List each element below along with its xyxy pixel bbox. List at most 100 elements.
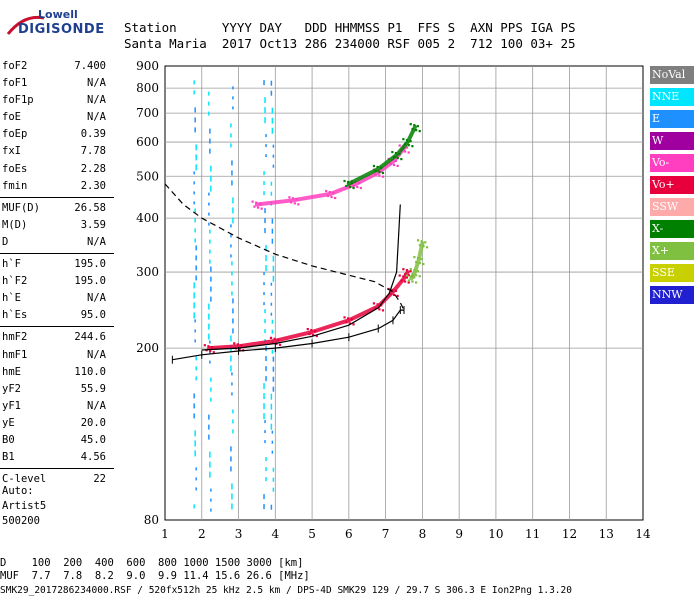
trace-point xyxy=(396,164,399,168)
legend-item: SSE xyxy=(650,264,694,282)
x-tick-label: 6 xyxy=(345,527,353,541)
noise-point xyxy=(270,181,273,186)
param-value: 4.56 xyxy=(80,451,106,464)
x-tick-label: 12 xyxy=(562,527,577,541)
parameter-list: foF2 7.400 foF1 N/A foF1p N/A foE N/A foEp 0.39 fx… xyxy=(0,58,114,488)
param-row: h`E N/A xyxy=(0,290,114,307)
trace-point xyxy=(348,185,352,189)
noise-point xyxy=(195,366,197,371)
noise-point xyxy=(263,494,265,500)
trace-point xyxy=(396,294,399,298)
noise-point xyxy=(263,272,265,276)
noise-point xyxy=(270,80,273,86)
param-row: foF2 7.400 xyxy=(0,58,114,75)
noise-point xyxy=(208,111,210,116)
x-tick-label: 4 xyxy=(271,527,279,541)
noise-point xyxy=(231,281,233,286)
noise-point xyxy=(195,487,197,491)
x-tick-label: 1 xyxy=(161,527,169,541)
trace-point xyxy=(352,186,355,190)
noise-point xyxy=(230,143,232,148)
param-row: h`Es 95.0 xyxy=(0,307,114,324)
noise-point xyxy=(265,376,267,382)
trace-point xyxy=(418,275,421,278)
param-row: hmF1 N/A xyxy=(0,347,114,364)
noise-point xyxy=(209,451,211,458)
trace-point xyxy=(405,146,408,149)
noise-point xyxy=(272,275,275,282)
param-value: 0.39 xyxy=(80,128,106,141)
y-tick-label: 600 xyxy=(136,135,159,149)
noise-point xyxy=(195,376,197,381)
noise-point xyxy=(264,430,266,434)
param-value: 95.0 xyxy=(80,309,106,322)
param-name: h`E xyxy=(2,292,21,305)
noise-point xyxy=(193,181,195,185)
trace-point xyxy=(416,125,420,128)
param-name: foEs xyxy=(2,162,28,175)
noise-point xyxy=(231,261,233,266)
trace-point xyxy=(404,280,407,283)
trace-point xyxy=(347,317,350,320)
trace-point xyxy=(345,184,348,188)
noise-point xyxy=(272,356,275,362)
param-name: foEp xyxy=(2,128,28,141)
noise-point xyxy=(208,414,210,420)
noise-point xyxy=(265,245,267,252)
param-name: yE xyxy=(2,416,15,429)
trace-point xyxy=(348,322,352,325)
trace-point xyxy=(310,328,313,332)
noise-point xyxy=(208,333,210,340)
trace-point xyxy=(306,327,309,331)
noise-point xyxy=(208,91,210,96)
param-name: foF1 xyxy=(2,77,28,90)
x-tick-label: 8 xyxy=(419,527,427,541)
noise-point xyxy=(264,228,266,234)
param-name: B0 xyxy=(2,433,15,446)
noise-point xyxy=(264,329,266,334)
param-value: N/A xyxy=(87,292,106,305)
noise-point xyxy=(193,413,195,419)
noise-point xyxy=(264,97,266,104)
trace-point xyxy=(420,257,423,261)
noise-point xyxy=(270,504,273,510)
x-tick-label: 2 xyxy=(198,527,206,541)
noise-point xyxy=(232,96,234,100)
param-name: B1 xyxy=(2,451,15,464)
trace-point xyxy=(315,334,318,338)
auto-line3: 500200 xyxy=(2,515,40,527)
trace-point xyxy=(407,144,410,147)
trace-point xyxy=(312,333,315,337)
noise-point xyxy=(272,154,275,158)
param-value: 2.28 xyxy=(80,162,106,175)
x-tick-label: 5 xyxy=(308,527,316,541)
trace-point xyxy=(359,186,362,190)
param-row: yE 20.0 xyxy=(0,415,114,432)
param-value: 110.0 xyxy=(74,365,106,378)
trace-point xyxy=(405,274,409,277)
noise-point xyxy=(208,313,210,320)
noise-point xyxy=(195,245,197,251)
noise-point xyxy=(270,423,273,430)
trace-point xyxy=(251,200,254,203)
legend-item: SSW xyxy=(650,198,694,216)
noise-point xyxy=(270,393,273,400)
trace-point xyxy=(203,344,206,347)
noise-point xyxy=(270,90,273,96)
series-line xyxy=(346,125,417,186)
noise-point xyxy=(263,191,265,196)
param-value: N/A xyxy=(87,94,106,107)
noise-point xyxy=(272,265,275,272)
param-name: h`Es xyxy=(2,309,28,322)
noise-point xyxy=(193,403,195,409)
noise-point xyxy=(230,456,232,462)
noise-point xyxy=(231,170,233,176)
legend-item: NoVal xyxy=(650,66,694,84)
noise-point xyxy=(230,123,232,128)
noise-point xyxy=(231,382,233,386)
noise-point xyxy=(208,212,210,216)
noise-point xyxy=(210,488,212,492)
noise-point xyxy=(271,238,274,244)
noise-point xyxy=(232,429,234,434)
